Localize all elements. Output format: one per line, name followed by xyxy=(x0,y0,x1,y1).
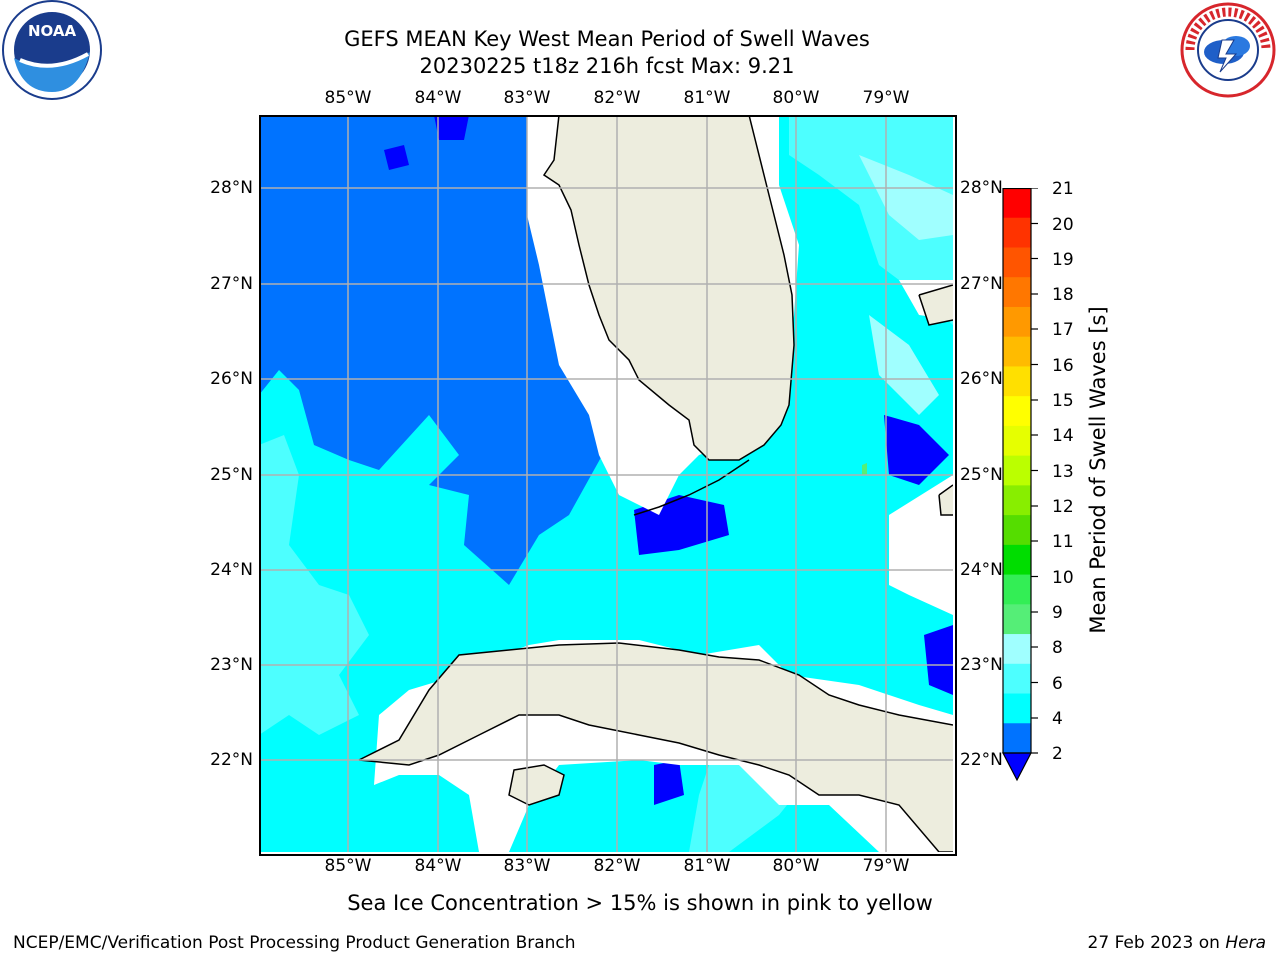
colorbar-tick-label: 15 xyxy=(1052,391,1074,411)
lat-label-right: 27°N xyxy=(960,274,1003,294)
lon-label-bottom: 82°W xyxy=(593,856,641,876)
sea-ice-footnote: Sea Ice Concentration > 15% is shown in … xyxy=(347,891,933,915)
lon-label-top: 85°W xyxy=(324,88,372,108)
land-isla-de-la-juventud xyxy=(509,765,564,805)
swell-period-map xyxy=(259,115,953,852)
colorbar-tick-label: 9 xyxy=(1052,603,1063,623)
lon-label-top: 80°W xyxy=(772,88,820,108)
lon-label-top: 84°W xyxy=(414,88,462,108)
contour-band-0-2-east xyxy=(924,625,953,695)
coastline-keys xyxy=(633,459,750,516)
land-bahamas xyxy=(919,285,953,325)
colorbar-title: Mean Period of Swell Waves [s] xyxy=(1086,306,1110,634)
colorbar-segment xyxy=(1003,544,1031,576)
colorbar-tick-label: 16 xyxy=(1052,355,1074,376)
lat-label-left: 23°N xyxy=(210,655,253,675)
contour-band-8-9 xyxy=(859,155,953,240)
svg-text:NOAA: NOAA xyxy=(28,22,77,40)
colorbar-segment xyxy=(1003,485,1031,516)
lat-label-right: 22°N xyxy=(960,750,1003,770)
lat-label-right: 26°N xyxy=(960,369,1003,389)
lat-label-right: 23°N xyxy=(960,655,1003,675)
lat-label-right: 25°N xyxy=(960,465,1003,485)
colorbar-segment xyxy=(1003,515,1031,546)
lon-label-bottom: 81°W xyxy=(683,856,731,876)
colorbar-tick-label: 18 xyxy=(1052,285,1074,305)
colorbar xyxy=(1002,188,1038,782)
credit-host: Hera xyxy=(1225,933,1266,953)
map-frame xyxy=(259,115,957,856)
colorbar-segment xyxy=(1003,723,1031,754)
credit-date-text: 27 Feb 2023 on xyxy=(1087,933,1226,953)
gridlines xyxy=(259,115,953,852)
colorbar-tick-label: 2 xyxy=(1052,744,1063,764)
colorbar-tick-label: 8 xyxy=(1052,638,1063,658)
coastline-bahamas xyxy=(918,284,953,516)
contour-band-0-2 xyxy=(434,115,469,140)
lon-label-bottom: 79°W xyxy=(862,856,910,876)
colorbar-segment xyxy=(1003,306,1031,338)
lon-label-bottom: 83°W xyxy=(503,856,551,876)
lon-label-bottom: 84°W xyxy=(414,856,462,876)
colorbar-tick-label: 14 xyxy=(1052,426,1074,446)
colorbar-tick-label: 21 xyxy=(1052,179,1074,199)
coastline-florida xyxy=(542,115,795,461)
colorbar-segment xyxy=(1003,247,1031,278)
lon-label-bottom: 80°W xyxy=(772,856,820,876)
lat-label-left: 26°N xyxy=(210,369,253,389)
colorbar-segment xyxy=(1003,366,1031,397)
colorbar-segment xyxy=(1003,663,1031,695)
colorbar-tick-label: 19 xyxy=(1052,249,1074,270)
lat-label-left: 27°N xyxy=(210,274,253,294)
lon-label-bottom: 85°W xyxy=(324,856,372,876)
colorbar-segment xyxy=(1003,277,1031,308)
land-cuba xyxy=(359,643,953,852)
lat-label-left: 25°N xyxy=(210,465,253,485)
lon-label-top: 81°W xyxy=(683,88,731,108)
colorbar-tick-label: 11 xyxy=(1052,532,1074,552)
contour-band-0-2-bahamas xyxy=(884,415,949,485)
contour-band-6-8 xyxy=(259,435,369,735)
colorbar-tick-label: 17 xyxy=(1052,320,1074,340)
contour-band-0-2-gulf xyxy=(384,145,409,170)
contour-band-0-2-cuba xyxy=(654,760,684,805)
lon-label-top: 79°W xyxy=(862,88,910,108)
lon-label-top: 82°W xyxy=(593,88,641,108)
lat-label-left: 22°N xyxy=(210,750,253,770)
masked-area-bahamas-south xyxy=(889,475,953,615)
noaa-logo: NOAA xyxy=(2,0,102,100)
lat-label-right: 24°N xyxy=(960,560,1003,580)
colorbar-segment xyxy=(1003,634,1031,665)
colorbar-tick-label: 6 xyxy=(1052,673,1063,694)
colorbar-tick-label: 12 xyxy=(1052,497,1074,517)
contour-band-9-10 xyxy=(862,463,867,475)
nws-logo xyxy=(1180,2,1276,98)
coastline-isla-de-la-juventud xyxy=(508,764,565,806)
colorbar-segment xyxy=(1003,425,1031,457)
credit-date: 27 Feb 2023 on Hera xyxy=(1088,933,1266,953)
colorbar-segment xyxy=(1003,574,1031,605)
colorbar-tick-label: 13 xyxy=(1052,461,1074,482)
colorbar-segment xyxy=(1003,336,1031,367)
colorbar-segment xyxy=(1003,188,1031,219)
lat-label-left: 24°N xyxy=(210,560,253,580)
lat-label-left: 28°N xyxy=(210,178,253,198)
colorbar-extend-triangle xyxy=(1002,752,1032,782)
lon-label-top: 83°W xyxy=(503,88,551,108)
colorbar-segment xyxy=(1003,396,1031,427)
colorbar-segment xyxy=(1003,604,1031,635)
colorbar-segment xyxy=(1003,693,1031,724)
chart-title: GEFS MEAN Key West Mean Period of Swell … xyxy=(344,27,870,51)
colorbar-segment xyxy=(1003,455,1031,486)
chart-subtitle: 20230225 t18z 216h fcst Max: 9.21 xyxy=(419,54,795,78)
contour-band-6-8-east xyxy=(789,115,953,325)
colorbar-tick-label: 10 xyxy=(1052,567,1074,588)
colorbar-tick-label: 20 xyxy=(1052,214,1074,235)
coastline-cuba xyxy=(358,642,953,852)
lat-label-right: 28°N xyxy=(960,178,1003,198)
land-florida xyxy=(544,115,794,460)
credit-organization: NCEP/EMC/Verification Post Processing Pr… xyxy=(13,933,576,953)
colorbar-segment xyxy=(1003,217,1031,248)
colorbar-tick-label: 4 xyxy=(1052,709,1063,729)
